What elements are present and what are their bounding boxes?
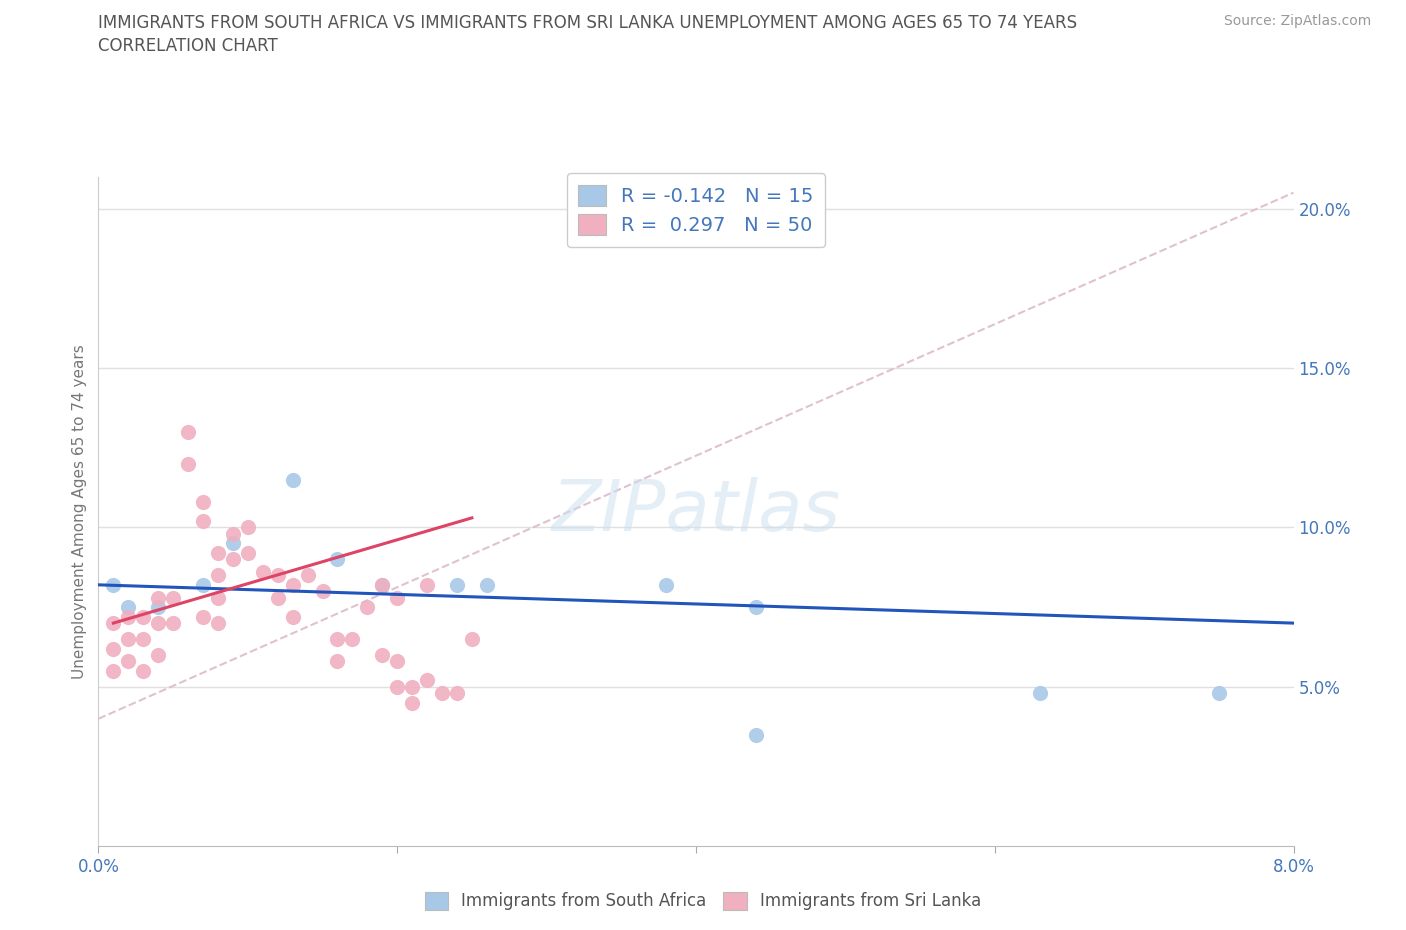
Legend: Immigrants from South Africa, Immigrants from Sri Lanka: Immigrants from South Africa, Immigrants…	[418, 885, 988, 917]
Point	[191, 609, 214, 624]
Point	[416, 578, 439, 592]
Point	[103, 578, 125, 592]
Point	[371, 578, 394, 592]
Point	[236, 546, 259, 561]
Point	[446, 685, 468, 700]
Point	[222, 526, 245, 541]
Point	[222, 536, 245, 551]
Point	[267, 568, 290, 583]
Point	[177, 424, 200, 439]
Point	[385, 680, 409, 695]
Point	[385, 591, 409, 605]
Point	[475, 578, 498, 592]
Point	[281, 578, 304, 592]
Point	[655, 578, 678, 592]
Point	[342, 631, 364, 646]
Point	[236, 520, 259, 535]
Point	[326, 551, 349, 566]
Point	[117, 631, 139, 646]
Point	[177, 457, 200, 472]
Point	[281, 609, 304, 624]
Point	[252, 565, 274, 579]
Point	[446, 578, 468, 592]
Point	[162, 591, 184, 605]
Point	[401, 680, 423, 695]
Point	[148, 616, 170, 631]
Point	[207, 568, 229, 583]
Point	[281, 472, 304, 487]
Point	[401, 696, 423, 711]
Point	[103, 663, 125, 678]
Point	[267, 591, 290, 605]
Point	[356, 600, 378, 615]
Text: CORRELATION CHART: CORRELATION CHART	[98, 37, 278, 55]
Point	[132, 631, 155, 646]
Point	[148, 591, 170, 605]
Point	[371, 647, 394, 662]
Point	[207, 591, 229, 605]
Point	[117, 600, 139, 615]
Point	[148, 647, 170, 662]
Point	[207, 616, 229, 631]
Point	[191, 495, 214, 510]
Point	[117, 654, 139, 669]
Point	[371, 578, 394, 592]
Point	[430, 685, 453, 700]
Text: IMMIGRANTS FROM SOUTH AFRICA VS IMMIGRANTS FROM SRI LANKA UNEMPLOYMENT AMONG AGE: IMMIGRANTS FROM SOUTH AFRICA VS IMMIGRAN…	[98, 14, 1077, 32]
Point	[162, 616, 184, 631]
Point	[117, 609, 139, 624]
Point	[148, 600, 170, 615]
Point	[132, 609, 155, 624]
Point	[103, 616, 125, 631]
Point	[191, 513, 214, 528]
Text: ZIPatlas: ZIPatlas	[551, 477, 841, 546]
Point	[1028, 685, 1050, 700]
Point	[207, 546, 229, 561]
Point	[132, 663, 155, 678]
Text: Source: ZipAtlas.com: Source: ZipAtlas.com	[1223, 14, 1371, 28]
Point	[461, 631, 484, 646]
Point	[222, 551, 245, 566]
Point	[311, 584, 333, 599]
Point	[745, 600, 768, 615]
Legend: R = -0.142   N = 15, R =  0.297   N = 50: R = -0.142 N = 15, R = 0.297 N = 50	[567, 173, 825, 246]
Point	[326, 631, 349, 646]
Point	[103, 641, 125, 656]
Point	[385, 654, 409, 669]
Point	[1208, 685, 1230, 700]
Point	[745, 727, 768, 742]
Point	[416, 673, 439, 688]
Point	[191, 578, 214, 592]
Point	[326, 654, 349, 669]
Point	[297, 568, 319, 583]
Y-axis label: Unemployment Among Ages 65 to 74 years: Unemployment Among Ages 65 to 74 years	[72, 344, 87, 679]
